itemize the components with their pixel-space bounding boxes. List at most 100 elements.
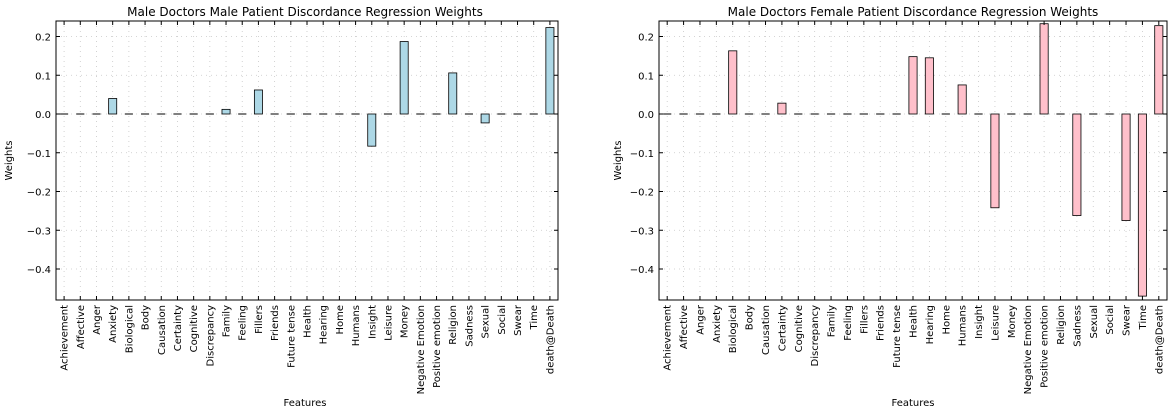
x-tick-label: Family (827, 305, 838, 337)
bar (480, 113, 490, 124)
y-tick-label: 0.2 (35, 33, 51, 44)
x-tick-label: Causation (761, 305, 772, 355)
y-axis-label: Weights (613, 140, 624, 180)
x-tick-label: Feeling (238, 305, 249, 341)
y-axis-label: Weights (4, 140, 15, 180)
x-tick-label: death@Death (1154, 305, 1165, 374)
bar (1121, 113, 1131, 221)
x-tick-label: Anger (695, 304, 706, 335)
x-tick-label: Hearing (925, 305, 936, 344)
x-tick-label: Social (497, 305, 508, 335)
x-tick-label: Future tense (892, 305, 903, 368)
x-tick-label: Feeling (843, 305, 854, 341)
x-tick-label: Sexual (1089, 305, 1100, 339)
x-axis-label: Features (284, 398, 327, 409)
y-tick-label: −0.1 (27, 149, 51, 160)
x-tick-label: Body (141, 305, 152, 330)
x-tick-label: Negative Emotion (416, 305, 427, 394)
chart-title: Male Doctors Male Patient Discordance Re… (127, 5, 483, 19)
chart-2: 0.2 0.1 0.0 −0.1 −0.2 −0.3 −0.4 Achievement Affe… (613, 5, 1168, 409)
bar (908, 56, 918, 115)
x-tick-label: Swear (513, 304, 524, 336)
x-tick-label: Cognitive (189, 305, 200, 352)
bar (1137, 113, 1147, 297)
x-tick-label: Fillers (254, 305, 265, 334)
x-tick-label: Discrepancy (810, 305, 821, 367)
x-tick-label: Anxiety (712, 305, 723, 343)
x-tick-label: Health (303, 305, 314, 338)
x-tick-label: Family (222, 305, 233, 337)
y-tick-label: −0.4 (630, 265, 654, 276)
y-tick-label: 0.0 (638, 110, 654, 121)
bar (448, 72, 458, 115)
y-tick-label: 0.0 (35, 110, 51, 121)
y-tick-label: −0.3 (27, 226, 51, 237)
plot-frame (55, 20, 559, 301)
x-tick-label: Health (909, 305, 920, 338)
x-tick-label: Humans (958, 305, 969, 346)
bar (1072, 113, 1082, 216)
x-tick-label: Insight (367, 305, 378, 339)
x-tick-label: Negative Emotion (1023, 305, 1034, 394)
bar (221, 108, 231, 115)
y-tick-label: −0.1 (630, 149, 654, 160)
x-tick-label: Positive emotion (432, 305, 443, 388)
bar (728, 50, 738, 115)
x-tick-label: Sadness (1072, 305, 1083, 347)
bar (990, 113, 1000, 209)
bar (253, 89, 263, 115)
bar (777, 102, 787, 115)
x-tick-label: Insight (974, 305, 985, 339)
bar (957, 84, 967, 115)
y-tick-label: −0.2 (630, 188, 654, 199)
x-tick-label: Friends (876, 305, 887, 341)
x-tick-label: Money (1007, 305, 1018, 338)
x-tick-label: Cognitive (794, 305, 805, 352)
x-tick-label: Humans (351, 305, 362, 346)
x-tick-label: Certainty (173, 305, 184, 351)
x-tick-label: Money (400, 305, 411, 338)
bar (108, 98, 118, 115)
x-tick-label: Affective (76, 305, 87, 349)
x-tick-label: Future tense (286, 305, 297, 368)
y-tick-label: −0.4 (27, 265, 51, 276)
chart-title: Male Doctors Female Patient Discordance … (728, 5, 1099, 19)
y-tick-label: 0.2 (638, 33, 654, 44)
x-tick-label: death@Death (545, 305, 556, 374)
bar (545, 27, 555, 115)
x-tick-label: Anxiety (108, 305, 119, 343)
x-tick-label: Fillers (859, 305, 870, 334)
x-axis-label: Features (892, 398, 935, 409)
x-tick-label: Biological (728, 305, 739, 353)
x-tick-label: Body (745, 305, 756, 330)
x-tick-label: Social (1105, 305, 1116, 335)
x-tick-label: Certainty (777, 305, 788, 351)
x-tick-label: Home (941, 305, 952, 335)
bar (1039, 23, 1049, 115)
x-tick-label: Affective (679, 305, 690, 349)
bar (367, 113, 377, 147)
x-tick-label: Friends (270, 305, 281, 341)
x-tick-label: Sadness (464, 305, 475, 347)
x-tick-label: Religion (1056, 305, 1067, 345)
bar (924, 57, 934, 115)
x-tick-label: Home (335, 305, 346, 335)
x-tick-label: Sexual (481, 305, 492, 339)
y-tick-label: 0.1 (638, 71, 654, 82)
x-tick-label: Achievement (663, 305, 674, 371)
x-tick-label: Positive emotion (1040, 305, 1051, 388)
y-tick-label: 0.1 (35, 71, 51, 82)
x-tick-label: Time (1138, 305, 1149, 330)
x-tick-label: Achievement (60, 305, 71, 371)
x-tick-label: Biological (124, 305, 135, 353)
x-tick-label: Leisure (990, 305, 1001, 341)
chart-1: 0.2 0.1 0.0 −0.1 −0.2 −0.3 −0.4 Achievement Affe… (4, 5, 559, 409)
y-tick-label: −0.3 (630, 226, 654, 237)
x-tick-label: Causation (157, 305, 168, 355)
bar (1154, 25, 1164, 115)
x-tick-label: Hearing (319, 305, 330, 344)
y-tick-label: −0.2 (27, 188, 51, 199)
x-tick-label: Religion (448, 305, 459, 345)
x-tick-label: Swear (1122, 304, 1133, 336)
